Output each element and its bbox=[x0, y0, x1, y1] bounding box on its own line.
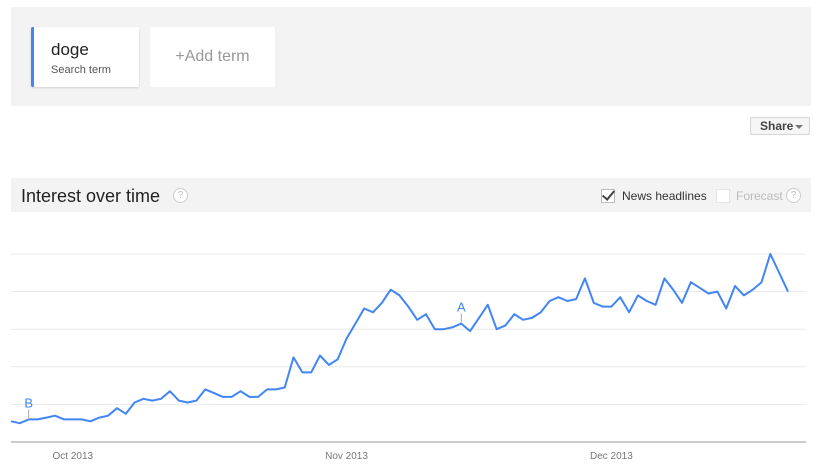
help-icon[interactable]: ? bbox=[173, 188, 188, 203]
search-term-card[interactable]: doge Search term bbox=[31, 27, 139, 87]
news-annotation-a[interactable]: A bbox=[457, 300, 466, 315]
forecast-label[interactable]: Forecast bbox=[736, 189, 783, 203]
interest-over-time-chart: Oct 2013 Nov 2013 Dec 2013 B A bbox=[10, 253, 806, 462]
forecast-checkbox[interactable] bbox=[716, 189, 730, 203]
add-term-button[interactable]: +Add term bbox=[150, 27, 275, 87]
search-term-name: doge bbox=[51, 40, 89, 59]
forecast-help-icon[interactable]: ? bbox=[786, 188, 801, 203]
x-tick-label: Dec 2013 bbox=[590, 451, 633, 462]
section-title: Interest over time bbox=[21, 186, 161, 206]
series-line bbox=[10, 253, 789, 425]
add-term-label: +Add term bbox=[175, 48, 250, 65]
share-button[interactable]: Share bbox=[750, 117, 810, 135]
news-headlines-checkbox[interactable] bbox=[601, 189, 615, 203]
x-tick-label: Nov 2013 bbox=[325, 451, 368, 462]
dropdown-caret-icon bbox=[795, 125, 803, 129]
search-term-subtitle: Search term bbox=[51, 64, 111, 76]
news-headlines-label[interactable]: News headlines bbox=[622, 189, 707, 203]
x-tick-label: Oct 2013 bbox=[53, 451, 94, 462]
share-label: Share bbox=[760, 119, 794, 133]
search-terms-panel: doge Search term +Add term bbox=[11, 7, 811, 106]
chart-header: Interest over time ? News headlines Fore… bbox=[11, 178, 811, 212]
news-annotation-b[interactable]: B bbox=[24, 395, 33, 410]
